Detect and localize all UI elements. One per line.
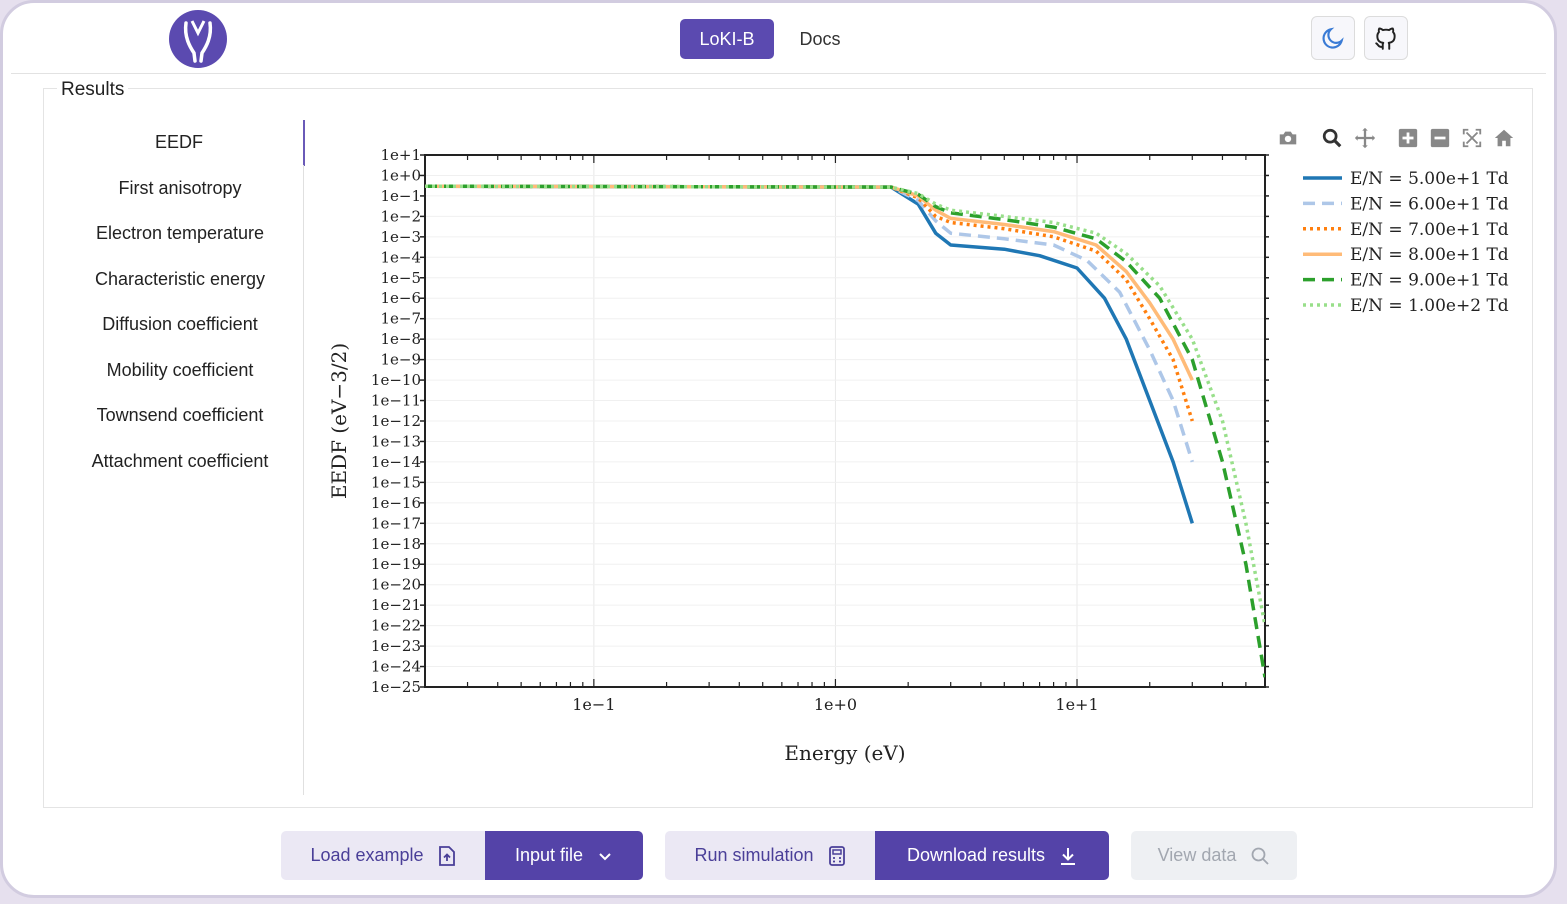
- tab-eedf[interactable]: EEDF: [55, 120, 305, 166]
- y-axis-label: EEDF (eV−3/2): [327, 343, 351, 499]
- pan-icon[interactable]: [1352, 125, 1378, 151]
- y-tick-label: 1e−16: [371, 494, 421, 512]
- y-tick-label: 1e+1: [380, 146, 421, 164]
- results-panel: [43, 88, 1533, 808]
- y-tick-label: 1e−3: [380, 228, 421, 246]
- tab-attachment-coefficient[interactable]: Attachment coefficient: [91, 450, 269, 471]
- series-line-5[interactable]: [425, 184, 1265, 678]
- y-tick-label: 1e−14: [371, 453, 421, 471]
- legend-item[interactable]: E/N = 6.00e+1 Td: [1350, 194, 1509, 214]
- zoom-in-icon[interactable]: [1395, 125, 1421, 151]
- results-tabs: EEDF First anisotropy Electron temperature…: [55, 120, 305, 484]
- view-data-label: View data: [1157, 845, 1237, 865]
- x-axis-label: Energy (eV): [784, 741, 905, 765]
- y-tick-label: 1e−4: [380, 248, 421, 266]
- y-tick-label: 1e−7: [380, 310, 421, 328]
- download-results-label: Download results: [906, 845, 1046, 865]
- legend-item[interactable]: E/N = 7.00e+1 Td: [1350, 220, 1509, 240]
- home-icon[interactable]: [1491, 125, 1517, 151]
- search-icon: [1251, 847, 1269, 865]
- zoom-out-icon[interactable]: [1427, 125, 1453, 151]
- load-example-button[interactable]: Load example: [281, 831, 485, 880]
- legend-item[interactable]: E/N = 8.00e+1 Td: [1350, 245, 1509, 265]
- y-tick-label: 1e−13: [371, 432, 421, 450]
- x-tick-label: 1e+1: [1055, 695, 1098, 714]
- y-tick-label: 1e−2: [380, 207, 421, 225]
- download-results-button[interactable]: Download results: [875, 831, 1109, 880]
- tab-first-anisotropy[interactable]: First anisotropy: [118, 177, 242, 198]
- results-title: Results: [57, 79, 129, 101]
- nav-loki-b[interactable]: LoKI-B: [680, 19, 774, 59]
- series-line-2[interactable]: [425, 184, 1194, 463]
- tab-diffusion-coefficient[interactable]: Diffusion coefficient: [102, 314, 258, 335]
- y-tick-label: 1e−21: [371, 596, 421, 614]
- calculator-icon: [828, 845, 845, 866]
- nav-docs[interactable]: Docs: [799, 28, 841, 49]
- theme-toggle-button[interactable]: [1311, 16, 1355, 60]
- x-tick-label: 1e−1: [572, 695, 615, 714]
- tab-townsend-coefficient[interactable]: Townsend coefficient: [96, 405, 264, 426]
- github-button[interactable]: [1364, 16, 1408, 60]
- x-tick-label: 1e+0: [814, 695, 857, 714]
- y-tick-label: 1e−1: [380, 187, 421, 205]
- y-tick-label: 1e−22: [371, 617, 421, 635]
- tab-mobility-coefficient[interactable]: Mobility coefficient: [106, 359, 254, 380]
- y-tick-label: 1e−19: [371, 555, 421, 573]
- legend-item[interactable]: E/N = 1.00e+2 Td: [1350, 296, 1509, 316]
- legend-item[interactable]: E/N = 9.00e+1 Td: [1350, 271, 1509, 291]
- y-tick-label: 1e−11: [371, 392, 421, 410]
- series-line-4[interactable]: [425, 184, 1194, 381]
- y-tick-label: 1e+0: [380, 166, 421, 184]
- y-tick-label: 1e−24: [371, 658, 421, 676]
- header-divider: [11, 73, 1546, 74]
- sidebar-divider: [303, 165, 304, 795]
- camera-icon[interactable]: [1275, 125, 1301, 151]
- eedf-chart[interactable]: 1e+1 1e+0 1e−1 1e−2 1e−3 1e−4 1e−5 1e−6 1e−7 1e−8…: [3, 3, 1557, 898]
- run-simulation-button[interactable]: Run simulation: [665, 831, 875, 880]
- legend-item[interactable]: E/N = 5.00e+1 Td: [1350, 169, 1509, 189]
- y-tick-label: 1e−23: [371, 637, 421, 655]
- tab-characteristic-energy[interactable]: Characteristic energy: [94, 268, 266, 289]
- y-tick-label: 1e−6: [380, 289, 421, 307]
- y-tick-label: 1e−9: [380, 351, 421, 369]
- file-upload-icon: [438, 845, 455, 866]
- moon-icon: [1322, 27, 1344, 49]
- y-tick-label: 1e−20: [371, 576, 421, 594]
- series-line-6[interactable]: [425, 184, 1265, 626]
- load-example-label: Load example: [310, 845, 424, 865]
- y-tick-label: 1e−17: [371, 514, 421, 532]
- input-file-dropdown[interactable]: Input file: [485, 831, 643, 880]
- y-tick-label: 1e−15: [371, 473, 421, 491]
- autoscale-icon[interactable]: [1459, 125, 1485, 151]
- view-data-button[interactable]: View data: [1131, 831, 1297, 880]
- y-tick-label: 1e−5: [380, 269, 421, 287]
- y-tick-label: 1e−8: [380, 330, 421, 348]
- zoom-icon[interactable]: [1319, 125, 1345, 151]
- chevron-down-icon: [599, 852, 611, 860]
- y-tick-label: 1e−25: [371, 678, 421, 696]
- loki-logo-icon[interactable]: [168, 9, 228, 69]
- y-tick-label: 1e−10: [371, 371, 421, 389]
- y-tick-label: 1e−18: [371, 535, 421, 553]
- input-file-label: Input file: [514, 845, 584, 865]
- tab-electron-temperature[interactable]: Electron temperature: [95, 223, 265, 244]
- run-simulation-label: Run simulation: [694, 845, 814, 865]
- github-icon: [1375, 27, 1396, 50]
- y-tick-label: 1e−12: [371, 412, 421, 430]
- download-icon: [1061, 847, 1076, 865]
- series-line-1[interactable]: [425, 184, 1194, 524]
